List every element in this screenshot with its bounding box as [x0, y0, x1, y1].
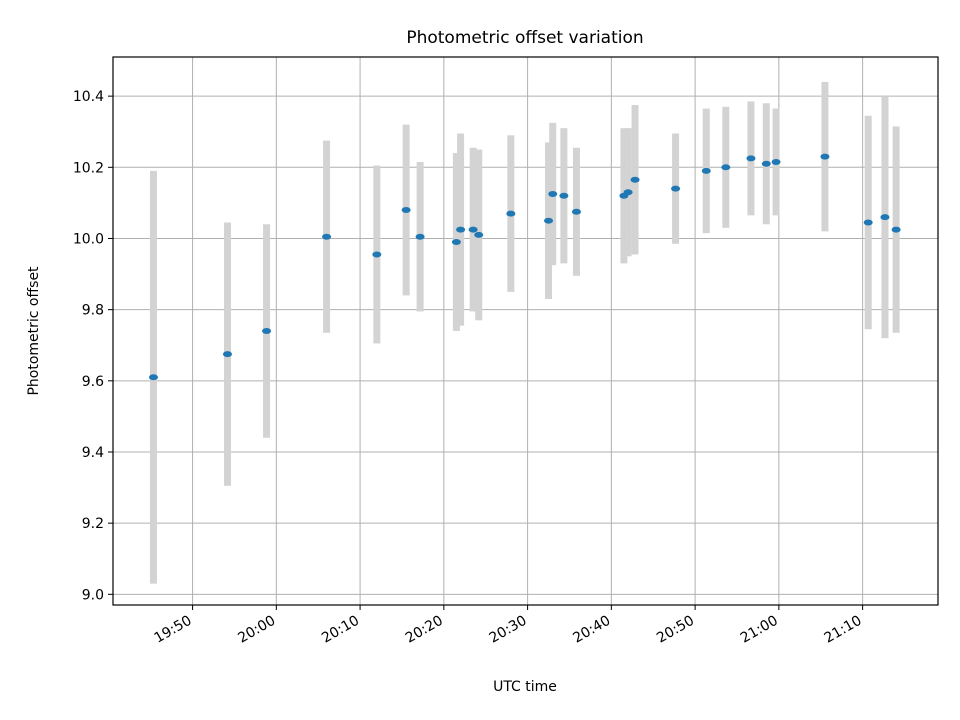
data-point	[506, 210, 516, 217]
data-point	[262, 328, 272, 334]
data-point	[548, 191, 558, 197]
grid-lines	[113, 57, 938, 605]
data-point	[148, 374, 158, 381]
x-tick-label: 19:50	[152, 613, 195, 647]
x-axis-ticks: 19:50 20:00 20:10 20:20 20:30 20:40 20:50 21:00…	[152, 605, 865, 647]
y-tick-label: 10.4	[73, 89, 104, 105]
data-point	[863, 219, 873, 226]
y-tick-label: 9.8	[82, 303, 104, 319]
x-tick-label: 21:00	[738, 613, 781, 647]
data-point	[544, 217, 554, 224]
y-tick-label: 10.0	[73, 231, 104, 247]
data-point	[372, 251, 382, 258]
y-tick-label: 9.6	[82, 374, 104, 390]
data-point	[222, 351, 232, 358]
data-point	[571, 208, 581, 215]
y-tick-label: 9.0	[82, 587, 104, 603]
errorbars	[149, 81, 900, 584]
data-point	[474, 231, 484, 238]
y-tick-label: 9.2	[82, 516, 104, 532]
data-point	[559, 192, 569, 199]
data-point	[623, 189, 633, 196]
y-axis-ticks: 9.0 9.2 9.4 9.6 9.8 10.0 10.2 10.4	[73, 89, 113, 603]
data-point	[746, 155, 756, 162]
data-point	[671, 185, 681, 192]
data-point	[456, 226, 466, 233]
chart-title: Photometric offset variation	[406, 28, 643, 48]
data-point	[761, 160, 771, 167]
data-point	[468, 226, 478, 233]
x-tick-label: 21:10	[822, 613, 865, 647]
x-tick-label: 20:20	[403, 613, 446, 647]
data-point	[771, 158, 781, 165]
plot-frame	[112, 56, 939, 606]
x-axis-label: UTC time	[493, 679, 557, 695]
data-point	[451, 239, 461, 246]
data-point	[322, 233, 332, 240]
y-axis-label: Photometric offset	[26, 266, 42, 396]
data-point	[415, 233, 425, 240]
y-tick-label: 10.2	[73, 160, 104, 176]
x-tick-label: 20:30	[487, 613, 530, 647]
x-tick-label: 20:40	[570, 613, 613, 647]
data-point	[401, 207, 411, 214]
data-point	[891, 226, 901, 233]
x-tick-label: 20:10	[319, 613, 362, 647]
data-points	[148, 153, 901, 381]
data-point	[721, 164, 731, 171]
y-tick-label: 9.4	[82, 445, 104, 461]
data-point	[820, 153, 830, 160]
x-tick-label: 20:00	[235, 613, 278, 647]
data-point	[630, 176, 640, 183]
x-tick-label: 20:50	[654, 613, 697, 647]
data-point	[880, 214, 890, 221]
data-point	[701, 167, 711, 174]
